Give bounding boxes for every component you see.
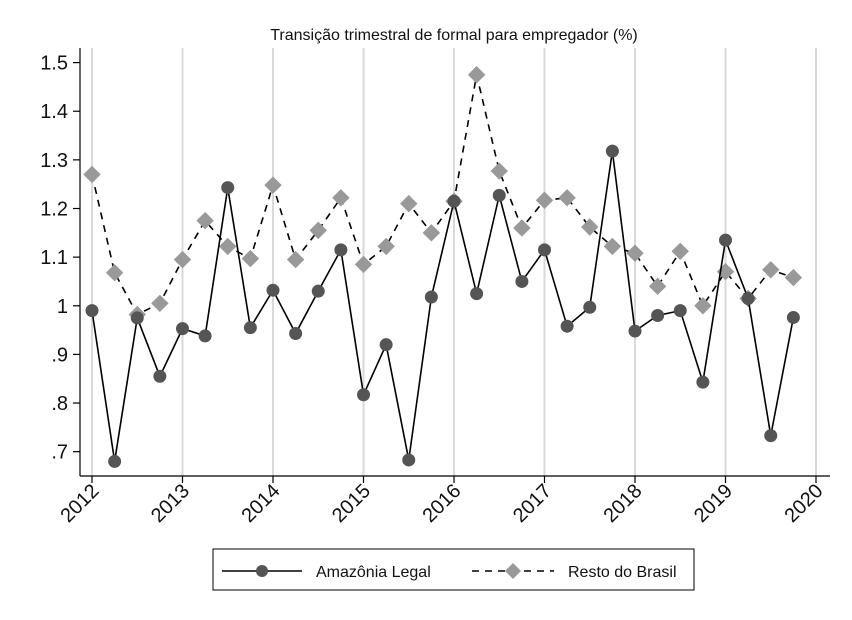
chart-title: Transição trimestral de formal para empr… (270, 27, 638, 44)
point-31 (784, 268, 803, 287)
x-axis: 2012 2013 2014 2015 2016 2017 2018 2019 2020 (57, 476, 828, 527)
legend: Amazônia Legal Resto do Brasil (212, 548, 695, 591)
point-1 (105, 263, 124, 282)
point-9 (289, 326, 303, 340)
point-1 (108, 454, 122, 468)
series-line (91, 74, 794, 316)
point-4 (176, 322, 189, 336)
point-8 (264, 176, 282, 194)
point-12 (357, 388, 370, 402)
y-tick-label: .7 (51, 442, 68, 464)
point-20 (538, 243, 551, 257)
x-tick-label: 2018 (600, 480, 647, 527)
point-3 (153, 369, 167, 383)
legend-box (212, 548, 695, 591)
point-21 (560, 319, 574, 333)
point-10 (311, 284, 325, 298)
point-7 (241, 249, 260, 268)
point-22 (583, 300, 597, 314)
legend-marker (505, 563, 521, 579)
series-amazonia-legal (85, 144, 800, 468)
y-tick-label: 1.2 (40, 199, 68, 221)
series-group (83, 66, 803, 468)
point-4 (173, 250, 192, 269)
point-24 (626, 244, 644, 262)
point-14 (400, 194, 418, 213)
legend-label: Amazônia Legal (316, 564, 431, 581)
y-tick-label: 1.4 (40, 101, 68, 123)
legend-item-amazonia-legal: Amazônia Legal (222, 564, 431, 581)
point-30 (764, 429, 778, 443)
point-14 (402, 453, 416, 467)
point-9 (286, 250, 305, 269)
point-5 (198, 329, 212, 343)
legend-item-resto-do-brasil: Resto do Brasil (472, 563, 677, 581)
point-6 (219, 237, 237, 256)
point-19 (515, 274, 529, 288)
y-axis: .7 .8 .9 1 1.1 1.2 1.3 1.4 1.5 (40, 53, 80, 464)
point-28 (719, 233, 732, 247)
point-17 (470, 287, 484, 301)
y-tick-label: 1 (57, 296, 68, 318)
point-12 (354, 255, 373, 274)
point-23 (605, 144, 619, 158)
series-resto-do-brasil (83, 66, 803, 324)
point-8 (266, 283, 280, 297)
point-0 (83, 165, 101, 184)
y-tick-label: 1.1 (40, 247, 68, 269)
point-6 (221, 181, 235, 195)
point-23 (603, 237, 622, 256)
point-15 (422, 224, 441, 242)
series-line (91, 150, 795, 462)
point-26 (673, 304, 687, 318)
point-13 (379, 338, 393, 352)
point-19 (513, 219, 531, 237)
x-tick-label: 2020 (781, 480, 828, 527)
point-21 (558, 189, 576, 207)
point-26 (671, 242, 689, 261)
point-29 (741, 291, 755, 305)
point-3 (151, 294, 169, 313)
point-22 (581, 218, 599, 236)
point-27 (694, 297, 712, 315)
point-11 (334, 243, 348, 257)
x-tick-label: 2013 (147, 480, 194, 527)
y-tick-label: 1.3 (40, 150, 68, 172)
x-tick-label: 2012 (57, 480, 104, 527)
point-0 (85, 304, 99, 318)
point-16 (447, 194, 461, 208)
point-10 (309, 221, 327, 240)
point-24 (628, 324, 642, 338)
y-tick-label: 1.5 (40, 53, 68, 75)
legend-label: Resto do Brasil (568, 564, 677, 581)
x-tick-label: 2015 (328, 480, 375, 527)
axes (79, 48, 830, 477)
y-tick-label: .9 (51, 344, 68, 366)
x-tick-label: 2017 (509, 480, 556, 527)
point-18 (492, 188, 506, 202)
point-15 (424, 290, 438, 304)
x-tick-label: 2014 (238, 480, 285, 527)
point-11 (332, 189, 350, 207)
point-25 (648, 277, 667, 296)
x-tick-label: 2019 (690, 480, 737, 527)
point-27 (696, 375, 710, 389)
point-30 (762, 261, 780, 279)
point-7 (243, 321, 257, 335)
x-tick-label: 2016 (419, 480, 466, 527)
point-17 (467, 66, 486, 84)
y-tick-label: .8 (51, 393, 68, 415)
point-18 (490, 162, 508, 180)
grid-lines (91, 48, 817, 476)
point-13 (377, 237, 395, 256)
point-25 (651, 309, 665, 322)
point-2 (130, 311, 144, 325)
legend-marker (256, 565, 268, 577)
legend-items: Amazônia Legal Resto do Brasil (222, 563, 677, 581)
point-31 (786, 310, 800, 324)
point-5 (196, 211, 214, 230)
point-20 (535, 191, 554, 209)
